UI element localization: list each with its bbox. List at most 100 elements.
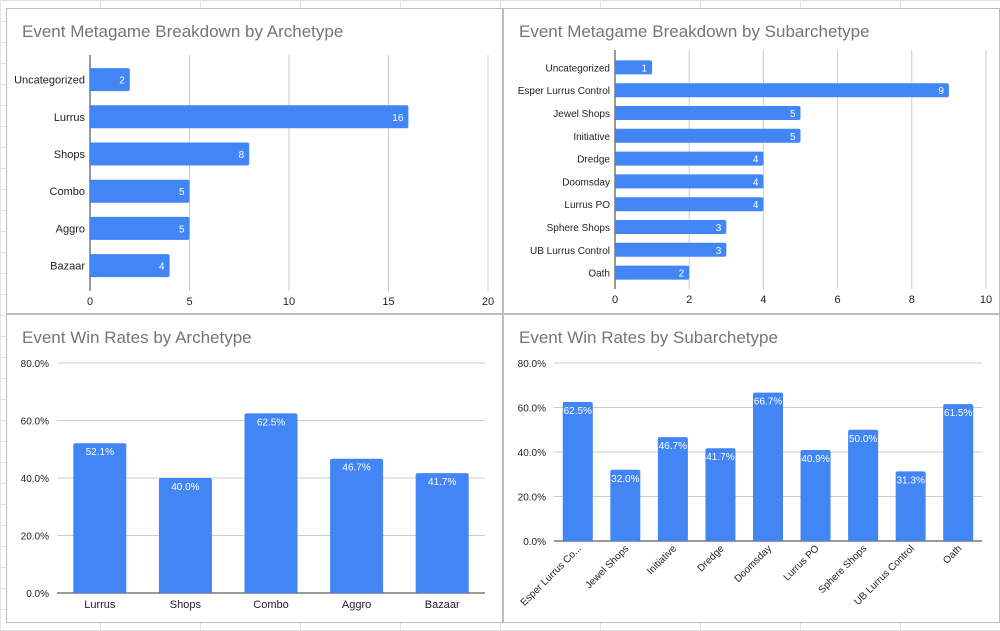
data-label: 52.1% bbox=[86, 447, 114, 458]
data-label: 9 bbox=[938, 86, 944, 97]
data-label: 50.0% bbox=[849, 434, 877, 445]
category-label: Aggro bbox=[56, 223, 85, 235]
bar bbox=[90, 254, 170, 278]
bar bbox=[753, 392, 783, 541]
category-label: Oath bbox=[588, 269, 610, 280]
data-label: 31.3% bbox=[896, 475, 924, 486]
category-label: Uncategorized bbox=[546, 63, 610, 74]
bar bbox=[244, 413, 298, 593]
category-label: Uncategorized bbox=[14, 75, 85, 87]
bar bbox=[90, 142, 250, 166]
x-tick-label: 0 bbox=[612, 294, 618, 306]
category-label: Dredge bbox=[577, 155, 610, 166]
bar bbox=[615, 83, 949, 98]
data-label: 62.5% bbox=[564, 406, 592, 417]
bar bbox=[800, 449, 831, 541]
data-label: 2 bbox=[679, 269, 685, 280]
bar bbox=[615, 174, 764, 189]
category-label: Combo bbox=[50, 186, 85, 198]
x-tick-label: 6 bbox=[835, 294, 841, 306]
data-label: 2 bbox=[119, 76, 125, 87]
category-label: Doomsday bbox=[562, 177, 610, 188]
data-label: 5 bbox=[179, 224, 185, 235]
bar bbox=[73, 443, 127, 593]
y-tick-label: 60.0% bbox=[21, 417, 49, 428]
data-label: 4 bbox=[753, 177, 759, 188]
y-tick-label: 0.0% bbox=[523, 537, 546, 548]
bar bbox=[90, 68, 130, 92]
category-label: Esper Lurrus Co... bbox=[519, 543, 584, 608]
data-label: 61.5% bbox=[944, 408, 972, 419]
category-label: Jewel Shops bbox=[553, 109, 610, 120]
bar bbox=[615, 220, 727, 234]
category-label: Doomsday bbox=[733, 543, 775, 585]
x-tick-label: 8 bbox=[909, 294, 915, 306]
bar bbox=[330, 458, 384, 593]
category-label: Shops bbox=[170, 599, 202, 611]
x-tick-label: 0 bbox=[87, 296, 93, 308]
category-label: Dredge bbox=[696, 543, 727, 574]
chart-svg: 0 2 4 6 8 10 Uncategorized 1 Esper Lurrus Contro… bbox=[518, 50, 992, 306]
chart-svg: 0.0% 20.0% 40.0% 60.0% 80.0% 52.1% Lurrus 40.0%… bbox=[21, 359, 485, 611]
y-tick-label: 40.0% bbox=[518, 448, 546, 459]
bar bbox=[562, 401, 593, 541]
data-label: 62.5% bbox=[257, 417, 285, 428]
category-label: Oath bbox=[941, 543, 964, 566]
bar bbox=[615, 197, 764, 212]
chart-title: Event Metagame Breakdown by Archetype bbox=[22, 22, 344, 41]
bar bbox=[90, 216, 190, 240]
category-label: Jewel Shops bbox=[584, 543, 632, 591]
chart-title: Event Win Rates by Subarchetype bbox=[519, 328, 778, 347]
data-label: 46.7% bbox=[659, 441, 687, 452]
category-label: UB Lurrus Control bbox=[530, 246, 610, 257]
bar bbox=[848, 429, 879, 541]
data-label: 66.7% bbox=[754, 397, 782, 408]
chart-title: Event Win Rates by Archetype bbox=[22, 328, 252, 347]
bar bbox=[705, 448, 736, 541]
bar bbox=[943, 404, 974, 541]
bar bbox=[895, 471, 926, 541]
chart-panel-archetype-breakdown[interactable]: Event Metagame Breakdown by Archetype 0 5… bbox=[6, 8, 503, 314]
data-label: 3 bbox=[716, 246, 722, 257]
category-label: Aggro bbox=[342, 599, 371, 611]
data-label: 5 bbox=[790, 109, 796, 120]
category-label: Bazaar bbox=[50, 261, 85, 273]
bar bbox=[657, 437, 688, 541]
chart-svg: 0.0% 20.0% 40.0% 60.0% 80.0% 62.5% Esper Lurru… bbox=[518, 359, 982, 609]
category-label: Initiative bbox=[645, 543, 679, 577]
y-tick-label: 20.0% bbox=[518, 493, 546, 504]
bar bbox=[615, 242, 727, 257]
x-tick-label: 5 bbox=[186, 296, 192, 308]
data-label: 3 bbox=[716, 223, 722, 234]
bar bbox=[615, 265, 690, 280]
data-label: 4 bbox=[159, 262, 165, 273]
x-tick-label: 2 bbox=[686, 294, 692, 306]
y-tick-label: 20.0% bbox=[21, 532, 49, 543]
bar bbox=[415, 473, 469, 593]
y-tick-label: 0.0% bbox=[26, 589, 49, 600]
bar bbox=[615, 151, 764, 166]
x-tick-label: 10 bbox=[283, 296, 295, 308]
bar bbox=[610, 469, 641, 541]
bar bbox=[615, 128, 801, 143]
data-label: 40.9% bbox=[801, 454, 829, 465]
chart-panel-subarchetype-winrates[interactable]: Event Win Rates by Subarchetype 0.0% 20.0… bbox=[503, 314, 1000, 623]
category-label: Shops bbox=[54, 149, 86, 161]
bar bbox=[90, 105, 409, 129]
data-label: 1 bbox=[642, 63, 648, 74]
data-label: 16 bbox=[392, 113, 404, 124]
category-label: Lurrus PO bbox=[564, 200, 610, 211]
data-label: 5 bbox=[790, 132, 796, 143]
bar bbox=[90, 179, 190, 203]
chart-svg: 0 5 10 15 20 Uncategorized 2 Lurrus 16 Shops 8 Comb… bbox=[14, 55, 494, 308]
category-label: Initiative bbox=[573, 132, 610, 143]
category-label: Lurrus bbox=[54, 112, 86, 124]
y-tick-label: 40.0% bbox=[21, 474, 49, 485]
data-label: 8 bbox=[239, 150, 245, 161]
x-tick-label: 10 bbox=[980, 294, 992, 306]
category-label: Combo bbox=[253, 599, 288, 611]
category-label: Sphere Shops bbox=[817, 543, 870, 596]
chart-panel-archetype-winrates[interactable]: Event Win Rates by Archetype 0.0% 20.0% 40… bbox=[6, 314, 503, 623]
data-label: 41.7% bbox=[706, 452, 734, 463]
chart-panel-subarchetype-breakdown[interactable]: Event Metagame Breakdown by Subarchetype… bbox=[503, 8, 1000, 314]
